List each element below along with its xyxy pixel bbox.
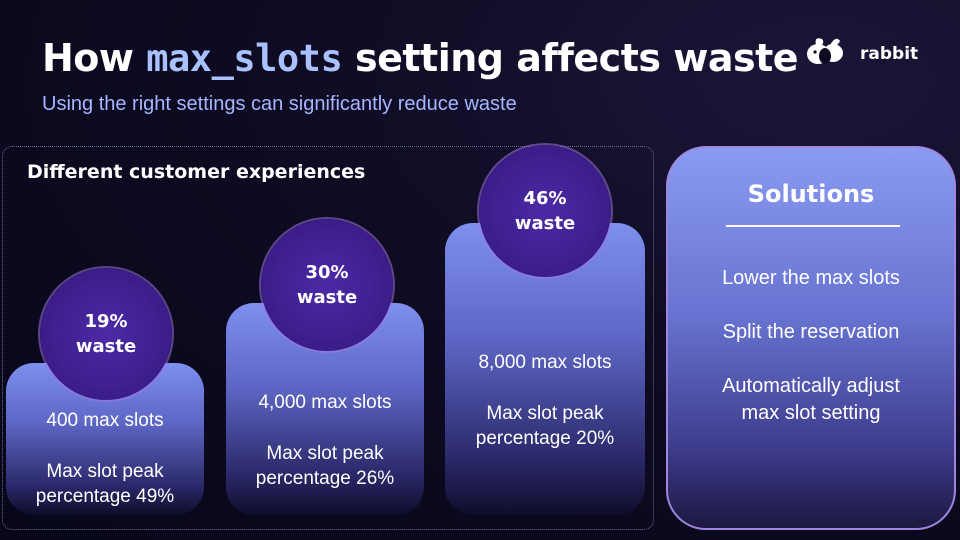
waste-bubble-2: 30% waste (261, 219, 393, 351)
experiences-panel (2, 146, 654, 530)
card-peak-line1: Max slot peak (46, 461, 164, 482)
waste-label: waste (514, 213, 576, 234)
experiences-heading: Different customer experiences (27, 161, 366, 183)
waste-value: 30% (305, 262, 349, 283)
card-peak-line2: percentage 49% (35, 486, 175, 507)
brand-logo: rabbit (806, 36, 918, 71)
card-slots: 4,000 max slots (258, 392, 392, 413)
solution-item: max slot setting (741, 402, 881, 424)
card-peak: Max slot peak percentage 20% (445, 401, 645, 451)
waste-label: waste (75, 336, 137, 357)
card-peak: Max slot peak percentage 49% (6, 459, 204, 509)
card-peak-line2: percentage 20% (475, 428, 615, 449)
title-suffix: setting affects waste (354, 36, 799, 80)
waste-bubble-1: 19% waste (40, 268, 172, 400)
solution-item: Split the reservation (722, 321, 900, 343)
solution-item: Lower the max slots (722, 267, 900, 289)
rabbit-logo-icon (806, 36, 852, 71)
solutions-heading: Solutions (747, 180, 875, 208)
card-peak-line2: percentage 26% (255, 468, 395, 489)
card-slots: 8,000 max slots (478, 352, 612, 373)
solutions-divider (726, 225, 900, 227)
card-peak-line1: Max slot peak (486, 403, 604, 424)
card-peak: Max slot peak percentage 26% (226, 441, 424, 491)
waste-value: 46% (523, 188, 567, 209)
solution-item: Automatically adjust (722, 375, 900, 397)
card-slots: 400 max slots (46, 410, 164, 431)
slide-subtitle: Using the right settings can significant… (42, 93, 517, 115)
title-code: max_slots (146, 37, 343, 80)
waste-bubble-3: 46% waste (479, 145, 611, 277)
title-prefix: How (42, 36, 134, 80)
brand-name: rabbit (860, 43, 919, 64)
solutions-panel: Solutions Lower the max slots Split the … (666, 146, 956, 530)
slide-title: How max_slots setting affects waste (42, 34, 799, 83)
card-peak-line1: Max slot peak (266, 443, 384, 464)
waste-label: waste (296, 287, 358, 308)
waste-value: 19% (84, 311, 128, 332)
